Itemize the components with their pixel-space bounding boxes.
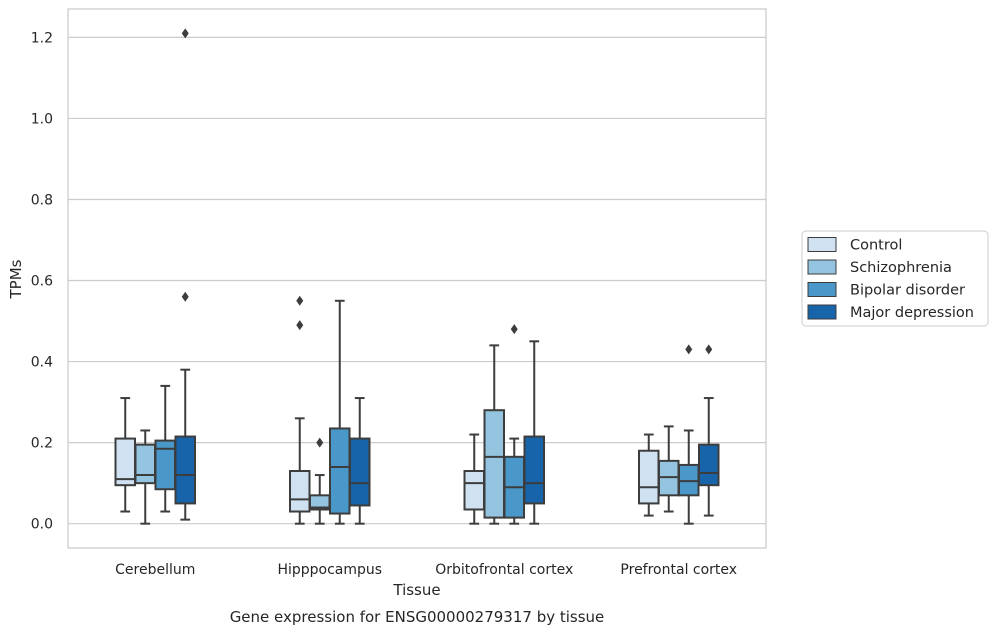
box-bipolar-disorder bbox=[154, 384, 176, 513]
box-control bbox=[289, 295, 311, 525]
legend-label: Schizophrenia bbox=[850, 260, 952, 276]
box-iqr bbox=[174, 435, 196, 505]
box-iqr bbox=[658, 459, 680, 497]
outlier-point bbox=[316, 437, 324, 448]
legend-swatch bbox=[807, 237, 837, 252]
box-iqr bbox=[638, 449, 660, 505]
y-axis-label: TPMs bbox=[7, 259, 25, 299]
box-bipolar-disorder bbox=[678, 344, 700, 525]
box-iqr bbox=[329, 427, 351, 515]
legend-swatch bbox=[807, 282, 837, 297]
x-tick-label: Cerebellum bbox=[115, 562, 195, 578]
box-iqr bbox=[289, 470, 311, 513]
x-tick-label: Prefrontal cortex bbox=[620, 562, 737, 578]
box-iqr bbox=[134, 443, 156, 485]
box-major-depression bbox=[174, 28, 196, 521]
legend-label: Major depression bbox=[850, 305, 974, 321]
y-tick-label: 0.4 bbox=[31, 355, 53, 371]
box-schizophrenia bbox=[658, 425, 680, 513]
box-iqr bbox=[698, 443, 720, 487]
y-tick-label: 0.6 bbox=[31, 274, 53, 290]
x-tick-label: Hipppocampus bbox=[277, 562, 382, 578]
outlier-point bbox=[296, 295, 304, 306]
box-iqr bbox=[463, 470, 485, 511]
legend-label: Bipolar disorder bbox=[850, 283, 965, 299]
box-control bbox=[638, 433, 660, 517]
y-tick-label: 1.2 bbox=[31, 30, 53, 46]
legend-swatch bbox=[807, 304, 837, 320]
box-major-depression bbox=[698, 344, 720, 517]
box-groups bbox=[114, 28, 720, 525]
box-schizophrenia bbox=[483, 344, 505, 525]
legend-label: Control bbox=[850, 238, 902, 254]
x-tick-labels: Cerebellum Hipppocampus Orbitofrontal cort… bbox=[115, 562, 737, 578]
outlier-point bbox=[181, 291, 189, 302]
outlier-point bbox=[510, 324, 518, 335]
legend-frame bbox=[801, 230, 989, 327]
legend: Control Schizophrenia Bipolar disorder Majo… bbox=[801, 230, 989, 327]
box-bipolar-disorder bbox=[503, 324, 525, 525]
box-schizophrenia bbox=[309, 437, 331, 525]
box-schizophrenia bbox=[134, 429, 156, 525]
outlier-point bbox=[181, 28, 189, 39]
box-control bbox=[463, 433, 485, 525]
plot-frame bbox=[67, 8, 767, 549]
box-bipolar-disorder bbox=[329, 299, 351, 525]
outlier-point bbox=[705, 344, 713, 355]
y-tick-label: 0.0 bbox=[31, 517, 53, 533]
box-major-depression bbox=[523, 340, 545, 525]
y-tick-labels: 0.0 0.2 0.4 0.6 0.8 1.0 1.2 bbox=[31, 30, 53, 532]
outlier-point bbox=[296, 320, 304, 331]
box-iqr bbox=[483, 409, 505, 519]
legend-swatch bbox=[807, 259, 837, 275]
box-iqr bbox=[678, 463, 700, 497]
y-tick-label: 1.0 bbox=[31, 111, 53, 127]
outlier-point bbox=[685, 344, 693, 355]
y-tick-label: 0.2 bbox=[31, 436, 53, 452]
x-axis-label: Tissue bbox=[392, 581, 440, 599]
box-control bbox=[114, 397, 136, 513]
box-iqr bbox=[523, 435, 545, 505]
box-iqr bbox=[349, 437, 371, 507]
x-tick-label: Orbitofrontal cortex bbox=[435, 562, 573, 578]
box-major-depression bbox=[349, 397, 371, 525]
y-tick-label: 0.8 bbox=[31, 192, 53, 208]
figure-caption: Gene expression for ENSG00000279317 by t… bbox=[230, 608, 605, 626]
